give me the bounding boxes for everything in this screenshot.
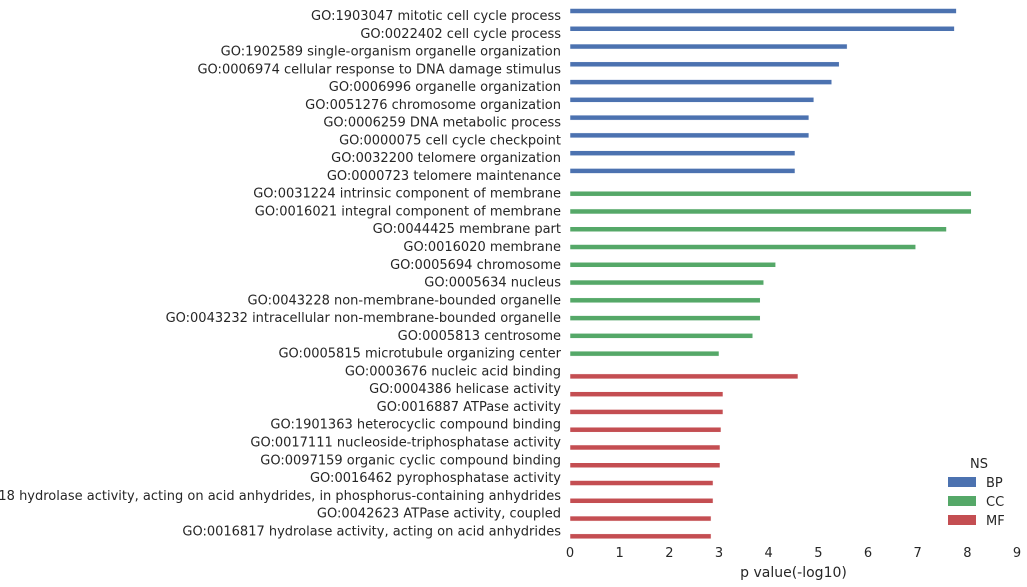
- bar-cc: [569, 315, 761, 321]
- x-tick-label: 5: [814, 546, 822, 561]
- x-axis-label: p value(-log10): [740, 565, 847, 581]
- category-label: GO:0005815 microtubule organizing center: [278, 347, 561, 362]
- bar-bp: [569, 8, 957, 14]
- bar-mf: [569, 462, 721, 468]
- category-label: GO:0016817 hydrolase activity, acting on…: [182, 524, 561, 539]
- category-label: GO:1902589 single-organism organelle org…: [221, 45, 561, 60]
- category-label: GO:0016021 integral component of membran…: [255, 204, 561, 219]
- legend-title: NS: [970, 457, 988, 472]
- category-label: GO:0043232 intracellular non-membrane-bo…: [166, 311, 561, 326]
- bar-cc: [569, 226, 947, 232]
- category-label: GO:0006974 cellular response to DNA dama…: [197, 62, 561, 77]
- bar-mf: [569, 480, 714, 486]
- category-label: GO:0097159 organic cyclic compound bindi…: [260, 453, 561, 468]
- bar-bp: [569, 132, 810, 139]
- bar-mf: [569, 533, 712, 540]
- x-tick-label: 4: [765, 546, 773, 561]
- bar-mf: [569, 373, 799, 380]
- bar-mf: [569, 515, 712, 522]
- legend-label-bp: BP: [986, 476, 1003, 491]
- legend-swatch-bp: [948, 477, 976, 487]
- bar-bp: [569, 43, 848, 50]
- bar-bp: [569, 168, 796, 174]
- bars: [569, 8, 972, 540]
- bar-bp: [569, 79, 832, 85]
- bar-cc: [569, 279, 764, 286]
- x-tick-label: 0: [566, 546, 574, 561]
- category-label: GO:0000075 cell cycle checkpoint: [339, 133, 561, 148]
- category-label: GO:0043228 non-membrane-bounded organell…: [248, 293, 562, 308]
- bar-mf: [569, 444, 721, 451]
- category-label: GO:0051276 chromosome organization: [305, 98, 561, 113]
- category-label: GO:0022402 cell cycle process: [360, 27, 561, 42]
- bar-mf: [569, 391, 724, 397]
- bar-mf: [569, 426, 722, 433]
- bar-cc: [569, 297, 761, 304]
- category-label: GO:0044425 membrane part: [373, 222, 561, 237]
- x-tick-label: 9: [1013, 546, 1021, 561]
- bar-cc: [569, 190, 972, 197]
- category-label: GO:0016887 ATPase activity: [377, 400, 562, 415]
- bar-cc: [569, 208, 972, 215]
- bar-bp: [569, 114, 810, 121]
- category-label: GO:0031224 intrinsic component of membra…: [253, 187, 561, 202]
- x-tick-label: 3: [715, 546, 723, 561]
- legend-label-cc: CC: [986, 495, 1004, 510]
- x-tick-label: 2: [665, 546, 673, 561]
- category-label: GO:0006996 organelle organization: [329, 80, 561, 95]
- x-tick-label: 1: [616, 546, 624, 561]
- category-labels: GO:1903047 mitotic cell cycle process GO:…: [0, 9, 562, 539]
- category-label: GO:0004386 helicase activity: [369, 382, 561, 397]
- category-label: GO:0000723 telomere maintenance: [327, 169, 561, 184]
- x-tick-label: 6: [864, 546, 872, 561]
- category-label: GO:0016020 membrane: [403, 240, 561, 255]
- x-tick-label: 7: [914, 546, 922, 561]
- bar-bp: [569, 150, 796, 156]
- x-axis-ticks: 0 1 2 3 4 5 6 7 8 9: [566, 546, 1021, 561]
- bar-mf: [569, 409, 724, 415]
- category-label: GO:0005694 chromosome: [390, 258, 561, 273]
- bar-bp: [569, 61, 840, 68]
- bar-bp: [569, 26, 955, 32]
- category-label: GO:0017111 nucleoside-triphosphatase act…: [250, 435, 561, 450]
- legend: NS BP CC MF: [948, 457, 1005, 529]
- legend-swatch-mf: [948, 515, 976, 525]
- category-label: GO:0005634 nucleus: [424, 276, 561, 291]
- bar-bp: [569, 97, 815, 103]
- bar-cc: [569, 333, 754, 339]
- x-tick-label: 8: [963, 546, 971, 561]
- legend-swatch-cc: [948, 496, 976, 506]
- category-label: GO:0016818 hydrolase activity, acting on…: [0, 489, 561, 504]
- bar-mf: [569, 498, 714, 504]
- category-label: GO:0042623 ATPase activity, coupled: [317, 507, 561, 522]
- category-label: GO:0006259 DNA metabolic process: [323, 116, 561, 131]
- category-label: GO:0032200 telomere organization: [331, 151, 561, 166]
- category-label: GO:0005813 centrosome: [398, 329, 561, 344]
- category-label: GO:1903047 mitotic cell cycle process: [311, 9, 561, 24]
- legend-label-mf: MF: [986, 514, 1005, 529]
- bar-cc: [569, 244, 916, 250]
- bar-cc: [569, 350, 720, 357]
- category-label: GO:0003676 nucleic acid binding: [345, 364, 561, 379]
- category-label: GO:1901363 heterocyclic compound binding: [270, 418, 561, 433]
- category-label: GO:0016462 pyrophosphatase activity: [310, 471, 561, 486]
- bar-cc: [569, 262, 776, 268]
